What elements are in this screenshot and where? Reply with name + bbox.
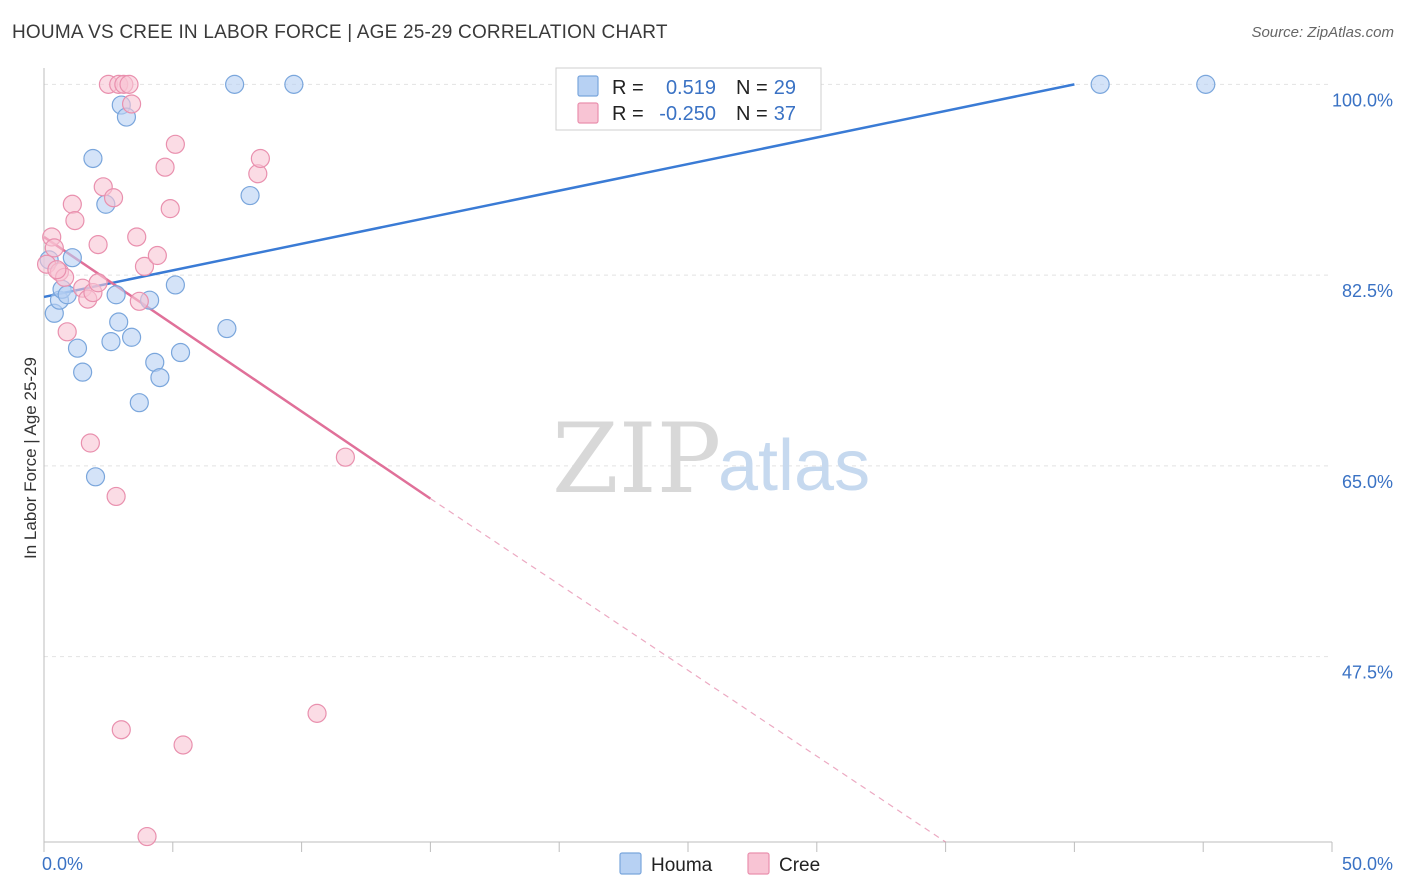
point-houma-5 bbox=[62, 248, 82, 268]
point-cree-6 bbox=[62, 194, 82, 214]
point-cree-36 bbox=[47, 260, 67, 280]
point-cree-28 bbox=[155, 157, 175, 177]
point-cree-24 bbox=[129, 291, 149, 311]
trend-lines bbox=[43, 83, 1075, 843]
point-cree-27 bbox=[147, 245, 167, 266]
point-houma-17 bbox=[129, 393, 149, 413]
x-tick-label-0: 0.0% bbox=[42, 854, 83, 874]
point-houma-24 bbox=[225, 74, 245, 94]
point-cree-5 bbox=[57, 322, 77, 342]
watermark-zip: ZIP bbox=[552, 403, 721, 515]
legend-houma-n-label: N = bbox=[736, 77, 768, 99]
point-houma-23 bbox=[217, 318, 237, 339]
point-houma-21 bbox=[165, 275, 185, 295]
scatter-points bbox=[36, 74, 1216, 847]
point-houma-22 bbox=[170, 342, 191, 363]
point-houma-27 bbox=[1090, 74, 1110, 94]
point-cree-13 bbox=[88, 235, 108, 255]
point-cree-25 bbox=[134, 256, 155, 277]
point-houma-13 bbox=[109, 312, 129, 332]
point-houma-9 bbox=[85, 467, 106, 487]
y-tick-label-0: 47.5% bbox=[1342, 663, 1393, 683]
watermark-atlas: atlas bbox=[718, 426, 870, 506]
point-cree-10 bbox=[80, 433, 100, 453]
point-houma-11 bbox=[101, 332, 121, 352]
legend-cree-r-label: R = bbox=[612, 103, 644, 125]
point-cree-22 bbox=[121, 94, 142, 114]
legend-cree-r-value: -0.250 bbox=[659, 103, 716, 125]
point-cree-23 bbox=[127, 227, 147, 247]
point-cree-7 bbox=[65, 211, 85, 231]
point-cree-16 bbox=[103, 188, 124, 208]
trend-line-houma bbox=[43, 83, 1075, 299]
y-tick-label-2: 82.5% bbox=[1342, 281, 1393, 301]
trend-line-cree bbox=[43, 235, 432, 500]
gridlines bbox=[44, 83, 1332, 658]
legend-box: R = 0.519 N = 29 R = -0.250 N = 37 bbox=[555, 67, 822, 131]
legend-swatch-cree bbox=[577, 102, 599, 124]
point-houma-16 bbox=[121, 327, 142, 347]
legend-houma-r-label: R = bbox=[612, 77, 644, 99]
x-tick-labels: 0.0% 50.0% bbox=[42, 854, 1393, 874]
trend-line-cree-extension bbox=[430, 498, 946, 843]
watermark: ZIP atlas bbox=[552, 403, 870, 515]
point-cree-31 bbox=[173, 735, 193, 755]
point-houma-8 bbox=[83, 148, 103, 169]
point-cree-30 bbox=[165, 134, 185, 154]
axes bbox=[43, 68, 1333, 852]
y-tick-labels: 47.5% 65.0% 82.5% 100.0% bbox=[1332, 90, 1393, 682]
bottom-legend-swatch-cree bbox=[747, 852, 770, 875]
point-houma-25 bbox=[240, 185, 260, 206]
y-tick-label-1: 65.0% bbox=[1342, 472, 1393, 492]
point-houma-12 bbox=[106, 285, 126, 305]
point-cree-29 bbox=[160, 199, 180, 219]
point-houma-7 bbox=[73, 362, 93, 382]
point-cree-2 bbox=[44, 238, 64, 258]
point-cree-34 bbox=[307, 703, 327, 723]
y-axis-title: In Labor Force | Age 25-29 bbox=[21, 357, 40, 559]
legend-houma-r-value: 0.519 bbox=[666, 77, 716, 99]
point-houma-26 bbox=[284, 74, 304, 94]
point-houma-20 bbox=[150, 368, 170, 388]
point-cree-26 bbox=[137, 826, 157, 847]
legend-cree-n-value: 37 bbox=[774, 103, 796, 125]
point-cree-19 bbox=[111, 720, 131, 740]
source-label: Source: ZipAtlas.com bbox=[1251, 24, 1394, 41]
point-houma-6 bbox=[67, 338, 88, 358]
x-tick-label-1: 50.0% bbox=[1342, 854, 1393, 874]
y-tick-label-3: 100.0% bbox=[1332, 90, 1393, 110]
bottom-legend-houma: Houma bbox=[651, 855, 713, 876]
bottom-legend-swatch-houma bbox=[619, 852, 642, 875]
legend-houma-n-value: 29 bbox=[774, 77, 796, 99]
bottom-legend: Houma Cree bbox=[619, 852, 820, 876]
point-cree-33 bbox=[250, 148, 270, 169]
point-cree-21 bbox=[119, 74, 139, 94]
chart-title: HOUMA VS CREE IN LABOR FORCE | AGE 25-29… bbox=[12, 22, 668, 43]
legend-swatch-houma bbox=[577, 75, 599, 97]
point-cree-17 bbox=[106, 486, 126, 507]
point-cree-12 bbox=[88, 273, 108, 293]
point-cree-35 bbox=[335, 447, 355, 467]
legend-cree-n-label: N = bbox=[736, 103, 768, 125]
bottom-legend-cree: Cree bbox=[779, 855, 820, 876]
point-houma-28 bbox=[1196, 74, 1216, 94]
